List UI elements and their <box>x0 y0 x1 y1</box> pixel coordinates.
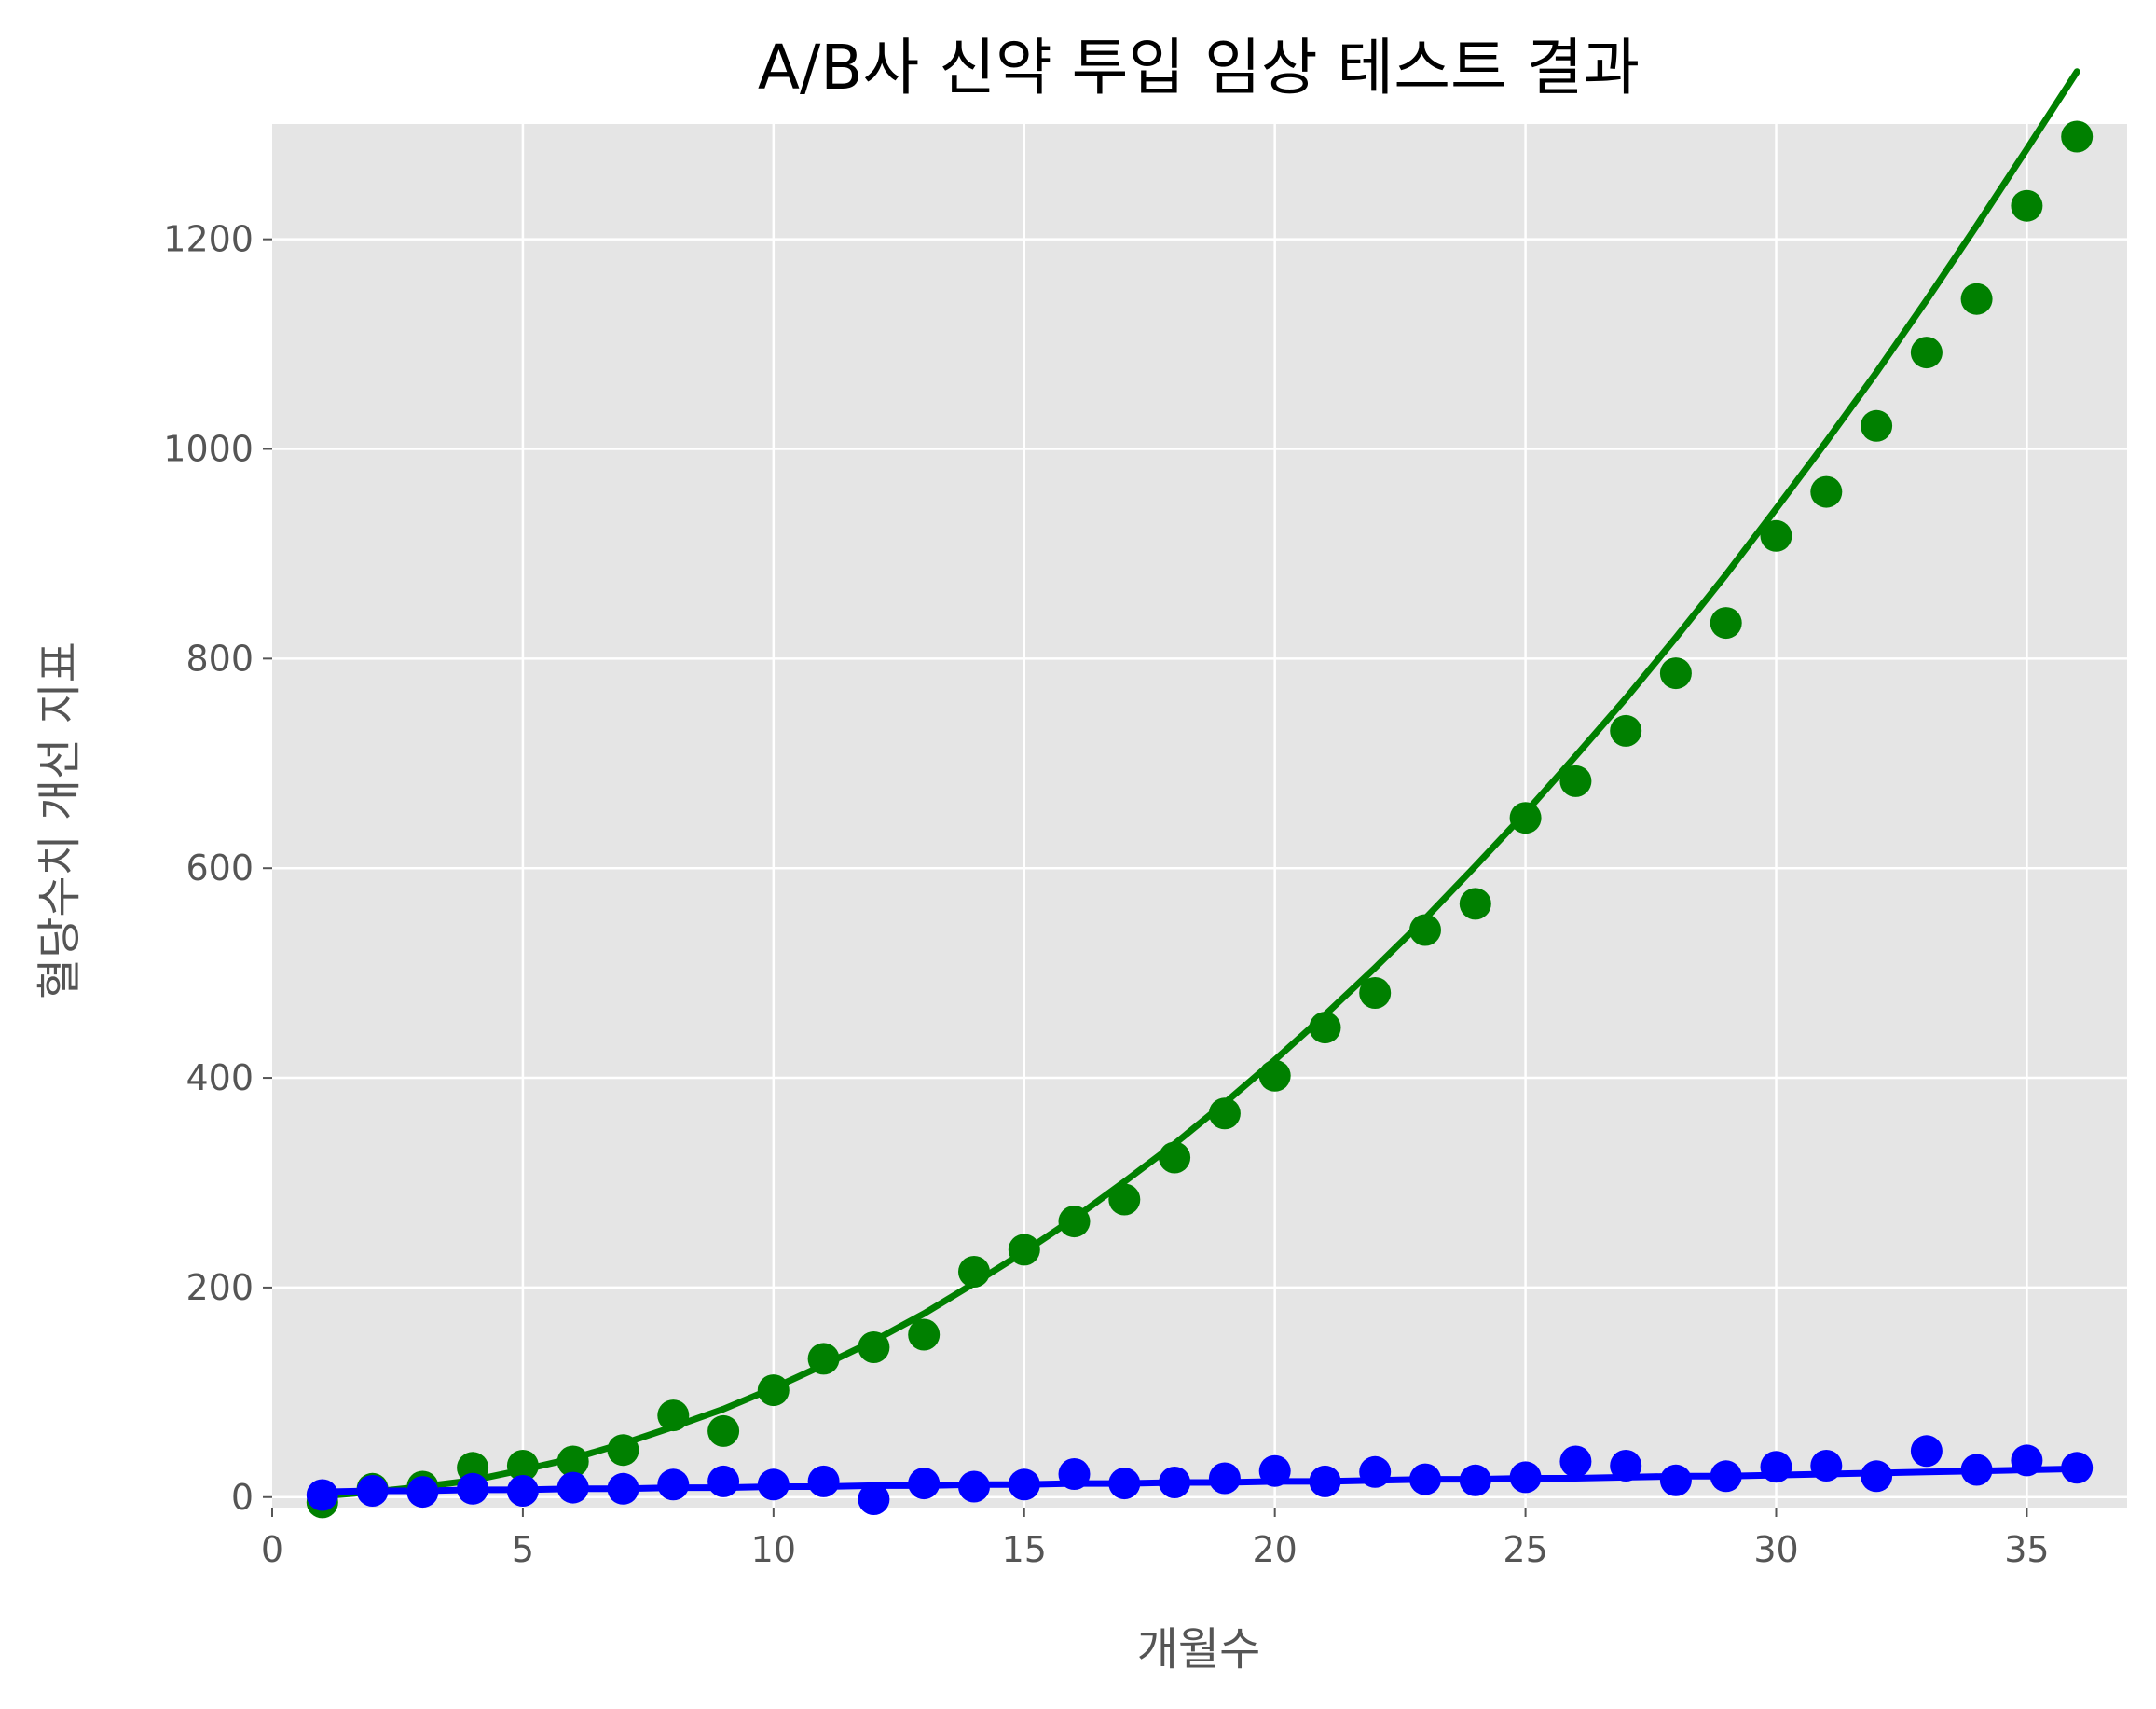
data-point-series-1 <box>707 1414 740 1447</box>
data-point-series-2 <box>1509 1461 1542 1494</box>
data-point-series-1 <box>807 1343 840 1375</box>
data-point-series-2 <box>457 1472 489 1505</box>
data-point-series-1 <box>1159 1141 1191 1174</box>
data-point-series-2 <box>1760 1451 1792 1483</box>
data-point-series-1 <box>556 1445 589 1478</box>
data-point-series-1 <box>1910 337 1943 369</box>
data-point-series-1 <box>757 1374 790 1407</box>
data-point-series-1 <box>1610 714 1642 747</box>
data-point-series-2 <box>306 1479 338 1511</box>
data-point-series-2 <box>1861 1460 1893 1493</box>
data-point-series-2 <box>858 1483 890 1515</box>
data-point-series-1 <box>1760 519 1792 552</box>
y-axis-label: 혈당수치 개선 지표 <box>34 641 86 999</box>
y-tick-label: 400 <box>185 1057 254 1098</box>
x-tick-label: 35 <box>2004 1529 2049 1570</box>
data-point-series-2 <box>908 1468 941 1500</box>
x-tick-label: 20 <box>1252 1529 1297 1570</box>
chart-title: A/B사 신약 투입 임상 테스트 결과 <box>758 32 1640 103</box>
data-point-series-2 <box>1610 1450 1642 1482</box>
data-point-series-1 <box>1710 607 1742 640</box>
data-point-series-2 <box>2011 1444 2043 1477</box>
data-point-series-1 <box>657 1399 690 1432</box>
data-point-series-1 <box>506 1450 539 1482</box>
y-tick-label: 800 <box>185 638 254 679</box>
plot-area-background <box>272 124 2127 1508</box>
data-point-series-2 <box>1559 1445 1592 1478</box>
data-point-series-1 <box>858 1331 890 1363</box>
data-point-series-2 <box>1960 1454 1993 1486</box>
data-point-series-2 <box>1710 1460 1742 1493</box>
data-point-series-1 <box>1309 1012 1341 1044</box>
data-point-series-2 <box>1409 1463 1441 1495</box>
data-point-series-1 <box>908 1318 941 1351</box>
data-point-series-1 <box>1409 914 1441 946</box>
data-point-series-2 <box>356 1475 389 1507</box>
data-point-series-1 <box>2011 189 2043 222</box>
y-tick-label: 200 <box>185 1267 254 1308</box>
data-point-series-1 <box>1861 409 1893 442</box>
data-point-series-1 <box>1559 765 1592 797</box>
data-point-series-1 <box>1108 1183 1141 1216</box>
x-axis-label: 개월수 <box>1137 1623 1260 1675</box>
data-point-series-2 <box>1058 1458 1091 1490</box>
data-point-series-1 <box>607 1434 639 1467</box>
data-point-series-2 <box>807 1465 840 1497</box>
x-tick-label: 30 <box>1753 1529 1798 1570</box>
data-point-series-2 <box>1659 1464 1692 1496</box>
data-point-series-1 <box>1459 888 1491 920</box>
x-tick-label: 25 <box>1503 1529 1547 1570</box>
data-point-series-2 <box>1159 1467 1191 1498</box>
data-point-series-2 <box>506 1475 539 1507</box>
data-point-series-2 <box>607 1472 639 1505</box>
data-point-series-1 <box>958 1256 990 1288</box>
data-point-series-2 <box>707 1465 740 1497</box>
data-point-series-1 <box>1359 977 1392 1009</box>
data-point-series-2 <box>1359 1455 1392 1488</box>
data-point-series-1 <box>2061 120 2094 153</box>
data-point-series-2 <box>406 1476 439 1509</box>
data-point-series-1 <box>1509 802 1542 834</box>
y-tick-label: 1000 <box>163 429 254 470</box>
data-point-series-1 <box>1058 1206 1091 1238</box>
data-point-series-1 <box>1258 1059 1291 1092</box>
data-point-series-2 <box>1459 1464 1491 1496</box>
data-point-series-1 <box>1960 283 1993 315</box>
data-point-series-1 <box>1810 475 1843 508</box>
y-tick-label: 0 <box>231 1477 254 1518</box>
data-point-series-2 <box>1910 1435 1943 1468</box>
data-point-series-2 <box>657 1468 690 1501</box>
y-tick-label: 600 <box>185 848 254 889</box>
x-tick-label: 10 <box>751 1529 796 1570</box>
data-point-series-2 <box>958 1470 990 1503</box>
data-point-series-2 <box>757 1468 790 1501</box>
x-tick-label: 5 <box>512 1529 534 1570</box>
data-point-series-2 <box>1810 1450 1843 1482</box>
x-tick-label: 15 <box>1002 1529 1047 1570</box>
data-point-series-2 <box>1208 1462 1241 1495</box>
axis-ticks: 0 5 10 15 20 25 30 35 0 200 400 600 800 1000 1200 <box>163 219 2049 1570</box>
data-point-series-1 <box>1208 1097 1241 1130</box>
data-point-series-2 <box>1008 1468 1040 1501</box>
y-tick-label: 1200 <box>163 219 254 260</box>
data-point-series-1 <box>1659 657 1692 690</box>
data-point-series-2 <box>1108 1468 1141 1500</box>
x-tick-label: 0 <box>261 1529 283 1570</box>
data-point-series-2 <box>1309 1465 1341 1497</box>
data-point-series-2 <box>556 1471 589 1504</box>
data-point-series-2 <box>1258 1454 1291 1487</box>
data-point-series-1 <box>1008 1234 1040 1266</box>
data-point-series-2 <box>2061 1452 2094 1484</box>
data-points <box>306 120 2094 1519</box>
